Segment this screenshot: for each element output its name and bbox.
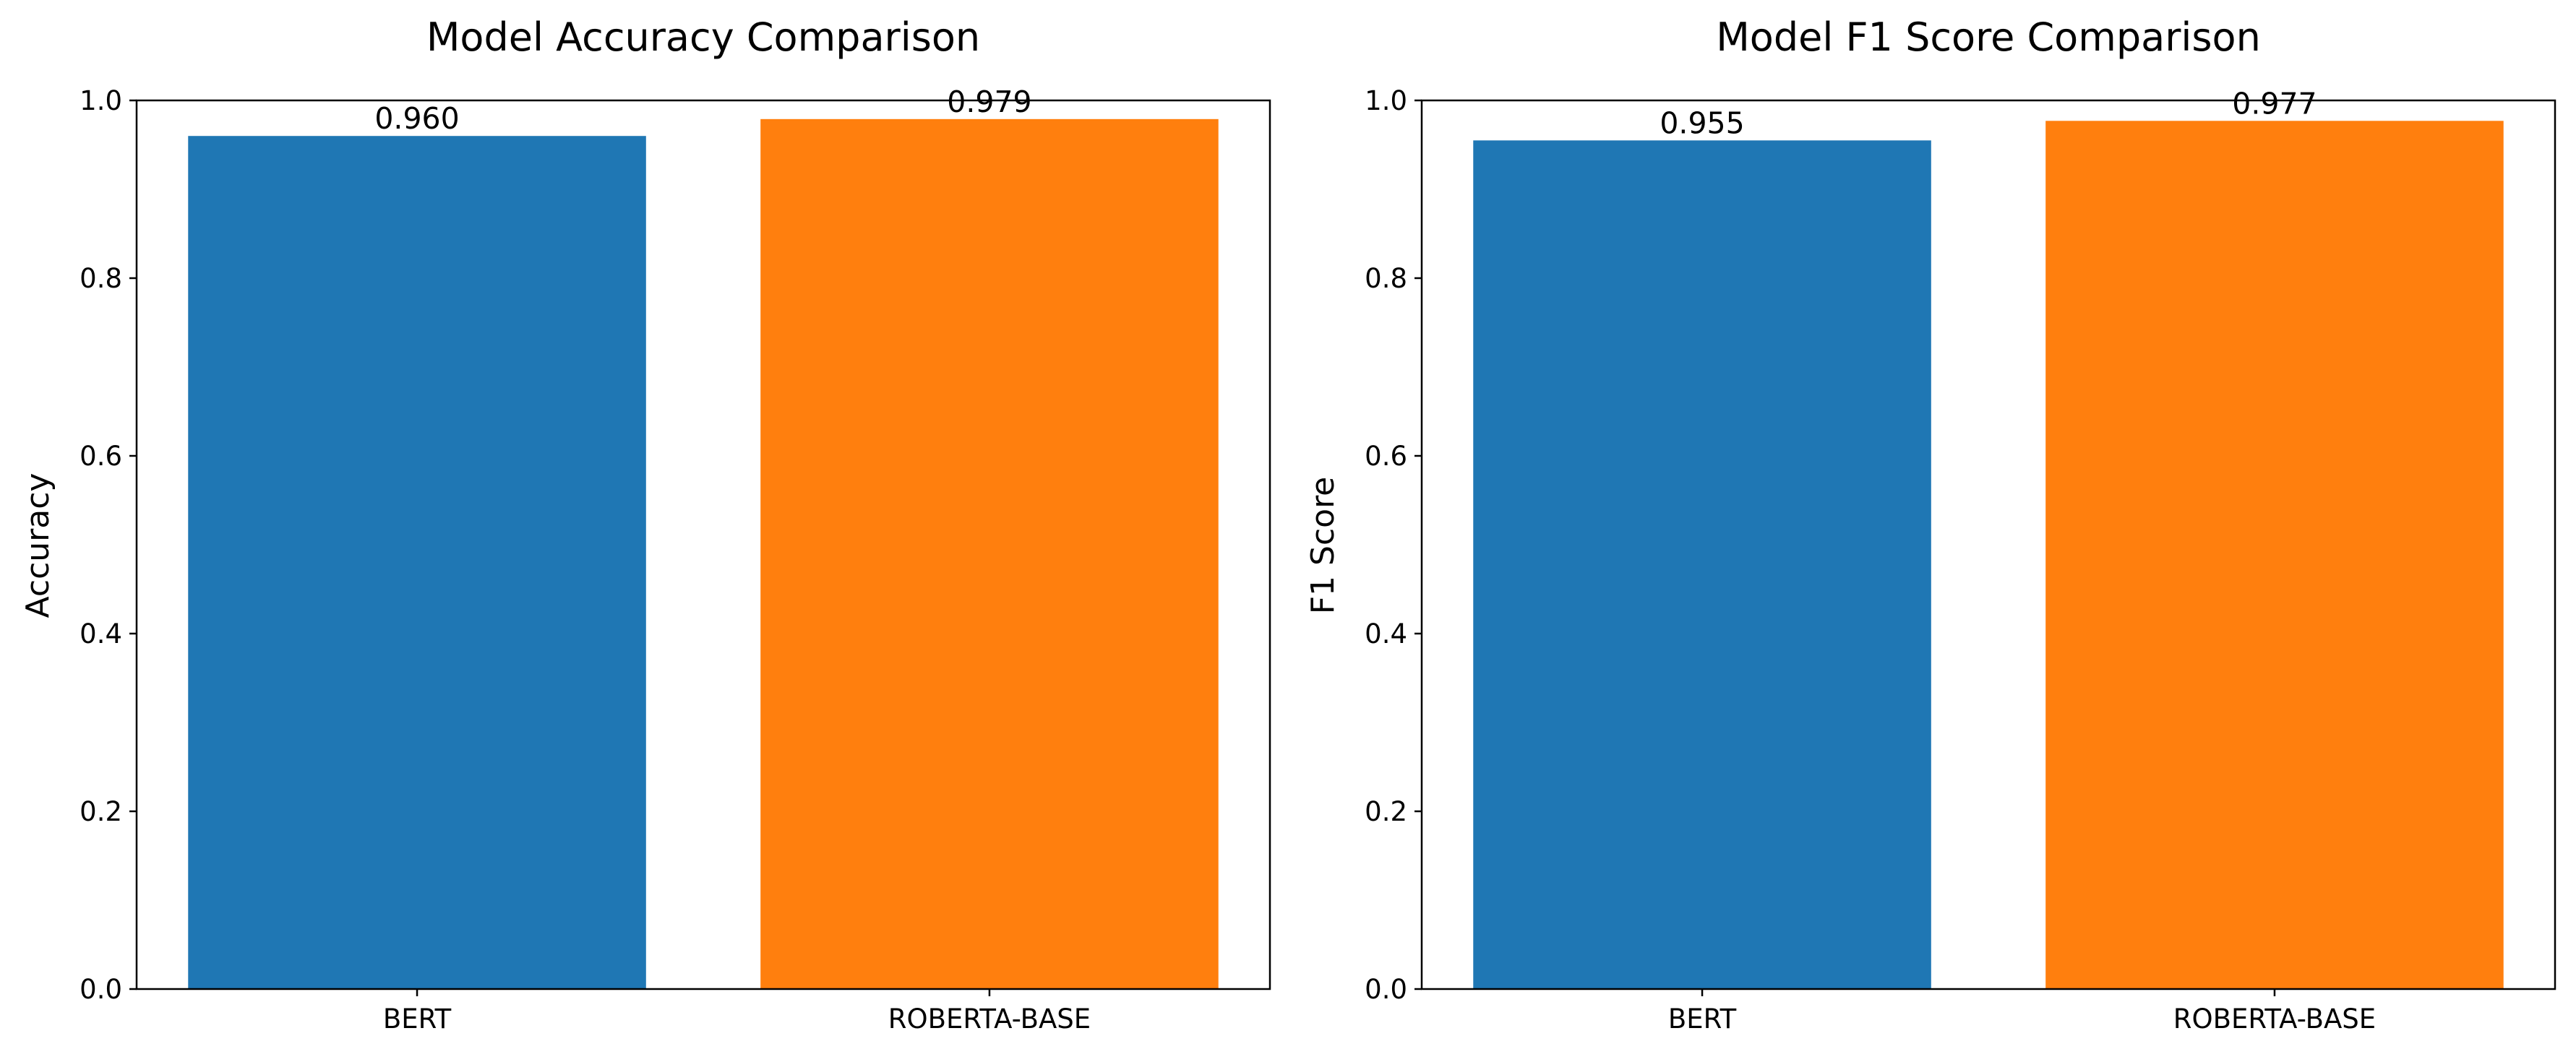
accuracy-y-tick-label: 1.0: [80, 85, 122, 116]
f1-score-value-labels: 0.955 0.977: [1660, 86, 2317, 140]
f1-score-x-tick-label: BERT: [1668, 1003, 1737, 1035]
accuracy-x-tick-label: BERT: [383, 1003, 452, 1035]
accuracy-y-tick-label: 0.6: [80, 441, 122, 472]
f1-score-bar-bert: [1473, 140, 1931, 990]
accuracy-y-tick-label: 0.2: [80, 796, 122, 827]
accuracy-x-tick-label: ROBERTA-BASE: [888, 1003, 1091, 1035]
accuracy-y-tick-label: 0.4: [80, 618, 122, 649]
accuracy-value-label-roberta-base: 0.979: [947, 85, 1031, 119]
f1-score-y-tick-label: 0.4: [1365, 618, 1407, 649]
accuracy-bars: [188, 118, 1219, 990]
f1-score-y-tick-label: 0.2: [1365, 796, 1407, 827]
accuracy-y-tick-label: 0.8: [80, 263, 122, 294]
f1-score-y-axis-label: F1 Score: [1305, 477, 1341, 615]
accuracy-chart-title: Model Accuracy Comparison: [426, 14, 980, 60]
accuracy-bar-roberta-base: [760, 118, 1219, 990]
f1-score-bars: [1473, 121, 2504, 990]
f1-score-value-label-roberta-base: 0.977: [2232, 86, 2317, 121]
f1-score-chart-title: Model F1 Score Comparison: [1716, 14, 2261, 60]
accuracy-chart: Model Accuracy Comparison Accuracy 0.960…: [20, 14, 1271, 1035]
accuracy-value-labels: 0.960 0.979: [374, 85, 1031, 136]
f1-score-y-tick-label: 0.6: [1365, 441, 1407, 472]
accuracy-bar-bert: [188, 136, 646, 990]
f1-score-y-ticks: 0.0 0.2 0.4 0.6 0.8 1.0: [1365, 85, 1422, 1005]
f1-score-plot-frame: [1420, 99, 2556, 990]
accuracy-value-label-bert: 0.960: [374, 101, 459, 136]
f1-score-x-tick-label: ROBERTA-BASE: [2173, 1003, 2376, 1035]
accuracy-y-tick-label: 0.0: [80, 974, 122, 1005]
f1-score-x-ticks: BERT ROBERTA-BASE: [1668, 989, 2376, 1035]
accuracy-y-axis-label: Accuracy: [20, 473, 56, 618]
accuracy-y-ticks: 0.0 0.2 0.4 0.6 0.8 1.0: [80, 85, 137, 1005]
f1-score-chart: Model F1 Score Comparison F1 Score 0.955…: [1305, 14, 2556, 1035]
f1-score-y-tick-label: 0.0: [1365, 974, 1407, 1005]
f1-score-y-tick-label: 1.0: [1365, 85, 1407, 116]
f1-score-y-tick-label: 0.8: [1365, 263, 1407, 294]
accuracy-plot-frame: [135, 99, 1271, 990]
f1-score-value-label-bert: 0.955: [1660, 105, 1744, 140]
f1-score-bar-roberta-base: [2045, 121, 2504, 989]
accuracy-x-ticks: BERT ROBERTA-BASE: [383, 989, 1091, 1035]
